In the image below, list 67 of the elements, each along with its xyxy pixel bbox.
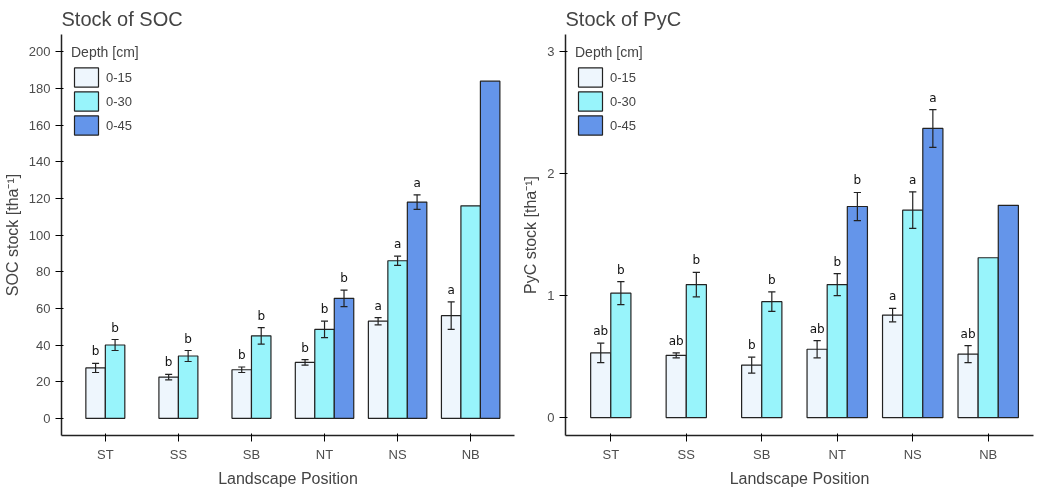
data-label: b bbox=[164, 355, 173, 370]
data-label: b bbox=[237, 347, 246, 362]
data-label: ab bbox=[960, 326, 976, 341]
data-label: a bbox=[447, 282, 455, 297]
data-label: a bbox=[888, 289, 897, 304]
legend-label: 0-45 bbox=[610, 117, 637, 133]
x-tick-label: NS bbox=[388, 446, 407, 462]
legend-label: 0-15 bbox=[106, 69, 133, 85]
y-tick-label: 100 bbox=[28, 227, 51, 243]
y-tick-label: 3 bbox=[547, 44, 555, 60]
data-label: b bbox=[692, 253, 701, 268]
x-axis-title: Landscape Position bbox=[729, 469, 870, 487]
legend-title: Depth [cm] bbox=[575, 44, 643, 60]
data-label: a bbox=[929, 90, 937, 105]
data-label: a bbox=[413, 175, 421, 190]
x-tick-label: SS bbox=[677, 446, 696, 462]
y-axis-title: SOC stock [tha⁻¹] bbox=[3, 173, 21, 297]
x-tick-label: NB bbox=[979, 446, 998, 462]
data-label: b bbox=[340, 271, 348, 286]
y-axis-title: PyC stock [tha⁻¹] bbox=[522, 176, 540, 294]
data-label: b bbox=[111, 320, 119, 335]
x-tick-label: SS bbox=[169, 446, 188, 462]
y-tick-label: 140 bbox=[28, 154, 51, 170]
data-label: a bbox=[393, 237, 402, 252]
legend-label: 0-30 bbox=[106, 93, 133, 109]
x-tick-label: NT bbox=[828, 446, 846, 462]
x-tick-label: NT bbox=[315, 446, 334, 462]
legend-label: 0-15 bbox=[610, 69, 637, 85]
y-tick-label: 0 bbox=[547, 410, 555, 426]
y-tick-label: 120 bbox=[28, 190, 51, 206]
x-tick-label: ST bbox=[602, 446, 620, 462]
data-label: b bbox=[617, 262, 625, 277]
data-label: b bbox=[91, 344, 100, 359]
y-tick-label: 0 bbox=[43, 410, 51, 426]
chart-title: Stock of SOC bbox=[61, 7, 183, 30]
y-tick-label: 160 bbox=[28, 117, 51, 133]
data-label: ab bbox=[668, 333, 684, 348]
y-tick-label: 180 bbox=[28, 81, 51, 97]
y-tick-label: 2 bbox=[547, 166, 555, 182]
y-tick-label: 20 bbox=[36, 374, 51, 390]
data-label: b bbox=[747, 338, 756, 353]
x-axis-title: Landscape Position bbox=[218, 469, 358, 487]
legend-label: 0-45 bbox=[106, 117, 133, 133]
x-tick-label: SB bbox=[753, 446, 771, 462]
data-label: ab bbox=[809, 321, 825, 336]
data-label: b bbox=[833, 254, 842, 269]
x-tick-label: ST bbox=[97, 446, 114, 462]
data-label: ab bbox=[593, 324, 609, 339]
data-label: b bbox=[301, 340, 309, 355]
y-tick-label: 1 bbox=[547, 288, 555, 304]
legend-title: Depth [cm] bbox=[71, 44, 139, 60]
x-tick-label: NB bbox=[461, 446, 480, 462]
data-label: b bbox=[320, 302, 329, 317]
y-tick-label: 200 bbox=[28, 44, 51, 60]
data-label: b bbox=[768, 272, 776, 287]
y-tick-label: 80 bbox=[36, 264, 51, 280]
data-label: b bbox=[853, 173, 862, 188]
chart-title: Stock of PyC bbox=[565, 7, 682, 30]
x-tick-label: SB bbox=[242, 446, 261, 462]
legend-label: 0-30 bbox=[610, 93, 637, 109]
y-tick-label: 40 bbox=[36, 337, 51, 353]
data-label: b bbox=[257, 308, 266, 323]
data-label: a bbox=[374, 298, 382, 313]
data-label: a bbox=[909, 172, 917, 187]
data-label: b bbox=[184, 331, 192, 346]
y-tick-label: 60 bbox=[36, 300, 51, 316]
x-tick-label: NS bbox=[903, 446, 923, 462]
